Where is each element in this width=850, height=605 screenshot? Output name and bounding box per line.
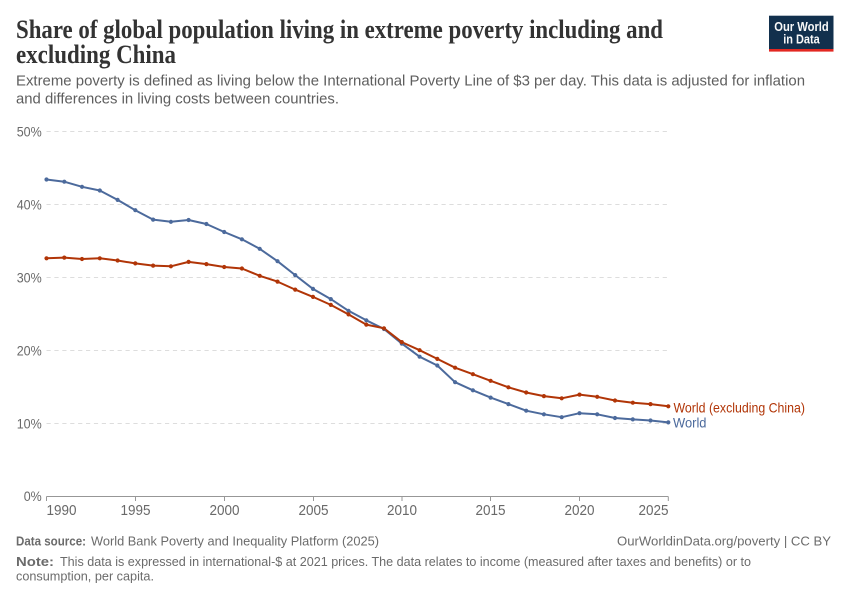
svg-text:World Bank Poverty and Inequal: World Bank Poverty and Inequality Platfo… — [91, 533, 379, 548]
svg-text:World: World — [673, 415, 707, 431]
svg-text:40%: 40% — [17, 197, 42, 212]
svg-text:2020: 2020 — [565, 502, 595, 519]
svg-text:Extreme poverty is defined as: Extreme poverty is defined as living bel… — [16, 74, 805, 90]
svg-text:OurWorldinData.org/poverty | C: OurWorldinData.org/poverty | CC BY — [617, 533, 831, 548]
svg-text:Share of global population liv: Share of global population living in ext… — [16, 15, 663, 44]
svg-text:2015: 2015 — [476, 502, 506, 519]
svg-text:2010: 2010 — [387, 502, 417, 519]
svg-text:consumption, per capita.: consumption, per capita. — [16, 568, 154, 583]
svg-text:in Data: in Data — [783, 32, 820, 46]
svg-text:World (excluding China): World (excluding China) — [674, 399, 806, 415]
svg-text:excluding China: excluding China — [16, 40, 176, 69]
svg-text:0%: 0% — [24, 489, 42, 504]
svg-text:Our World: Our World — [774, 20, 829, 34]
svg-text:and differences in living cost: and differences in living costs between … — [16, 92, 339, 108]
svg-text:2025: 2025 — [639, 502, 669, 519]
svg-text:2005: 2005 — [299, 502, 329, 519]
svg-text:30%: 30% — [17, 270, 42, 285]
svg-text:1990: 1990 — [47, 502, 77, 519]
svg-text:10%: 10% — [17, 416, 42, 431]
svg-text:2000: 2000 — [210, 502, 240, 519]
svg-text:Data source:: Data source: — [16, 533, 86, 548]
svg-text:This data is expressed in inte: This data is expressed in international-… — [60, 554, 751, 569]
svg-text:Note:: Note: — [16, 554, 54, 569]
svg-text:50%: 50% — [17, 124, 42, 139]
svg-text:1995: 1995 — [121, 502, 151, 519]
svg-text:20%: 20% — [17, 343, 42, 358]
